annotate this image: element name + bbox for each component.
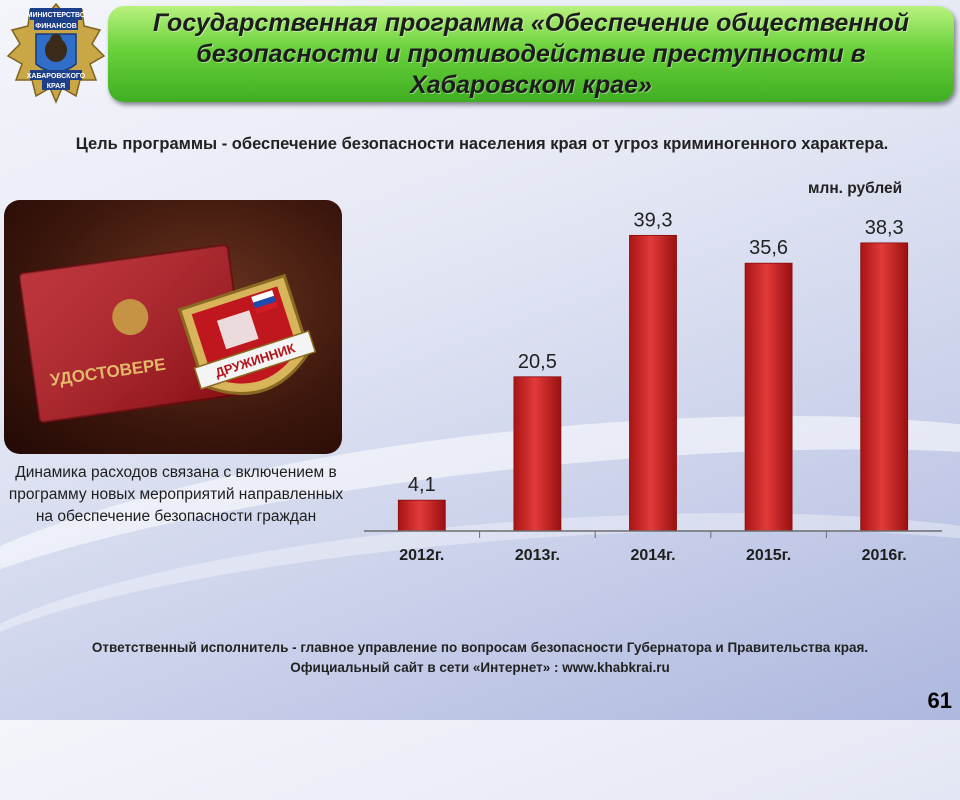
emblem-text-line4: КРАЯ	[47, 83, 65, 90]
emblem-text-line3: ХАБАРОВСКОГО	[27, 73, 86, 80]
x-tick-label-3: 2015г.	[746, 547, 791, 564]
bar-2	[629, 234, 677, 532]
x-tick-label-4: 2016г.	[862, 547, 907, 564]
value-label-2: 39,3	[634, 209, 673, 231]
official-site-text: Официальный сайт в сети «Интернет» : www…	[290, 660, 670, 675]
program-goal-text: Цель программы - обеспечение безопасност…	[75, 135, 889, 153]
bar-4	[860, 242, 909, 532]
unit-label: млн. рублей	[808, 180, 903, 197]
ministry-emblem-logo: МИНИСТЕРСТВО ФИНАНСОВ ХАБАРОВСКОГО КРАЯ	[6, 2, 106, 104]
expenditure-bar-chart: 4,1 20,5 39,3 35,6 38,3 2012г. 2013г. 2014г. 20…	[364, 209, 942, 564]
chart-caption: Динамика расходов связана с включением в…	[8, 464, 344, 525]
x-tick-label-2: 2014г.	[630, 547, 675, 564]
bar-3	[744, 262, 793, 532]
emblem-text-line1: МИНИСТЕРСТВО	[27, 12, 86, 19]
value-label-3: 35,6	[749, 237, 788, 259]
responsible-executor-text: Ответственный исполнитель - главное упра…	[91, 640, 869, 655]
value-label-0: 4,1	[408, 474, 436, 496]
bar-0	[397, 499, 446, 532]
slide-title: Государственная программа «Обеспечение о…	[152, 8, 910, 99]
x-tick-label-1: 2013г.	[515, 547, 560, 564]
title-banner: Государственная программа «Обеспечение о…	[108, 6, 954, 102]
page-number: 61	[927, 688, 952, 713]
x-tick-label-0: 2012г.	[399, 547, 444, 564]
footer: Ответственный исполнитель - главное упра…	[8, 638, 952, 678]
value-label-4: 38,3	[865, 217, 904, 239]
bar-1	[513, 376, 562, 532]
value-label-1: 20,5	[518, 351, 557, 373]
volunteer-id-photo: УДОСТОВЕРЕ ДРУЖИННИК	[4, 200, 342, 454]
emblem-text-line2: ФИНАНСОВ	[35, 23, 77, 30]
